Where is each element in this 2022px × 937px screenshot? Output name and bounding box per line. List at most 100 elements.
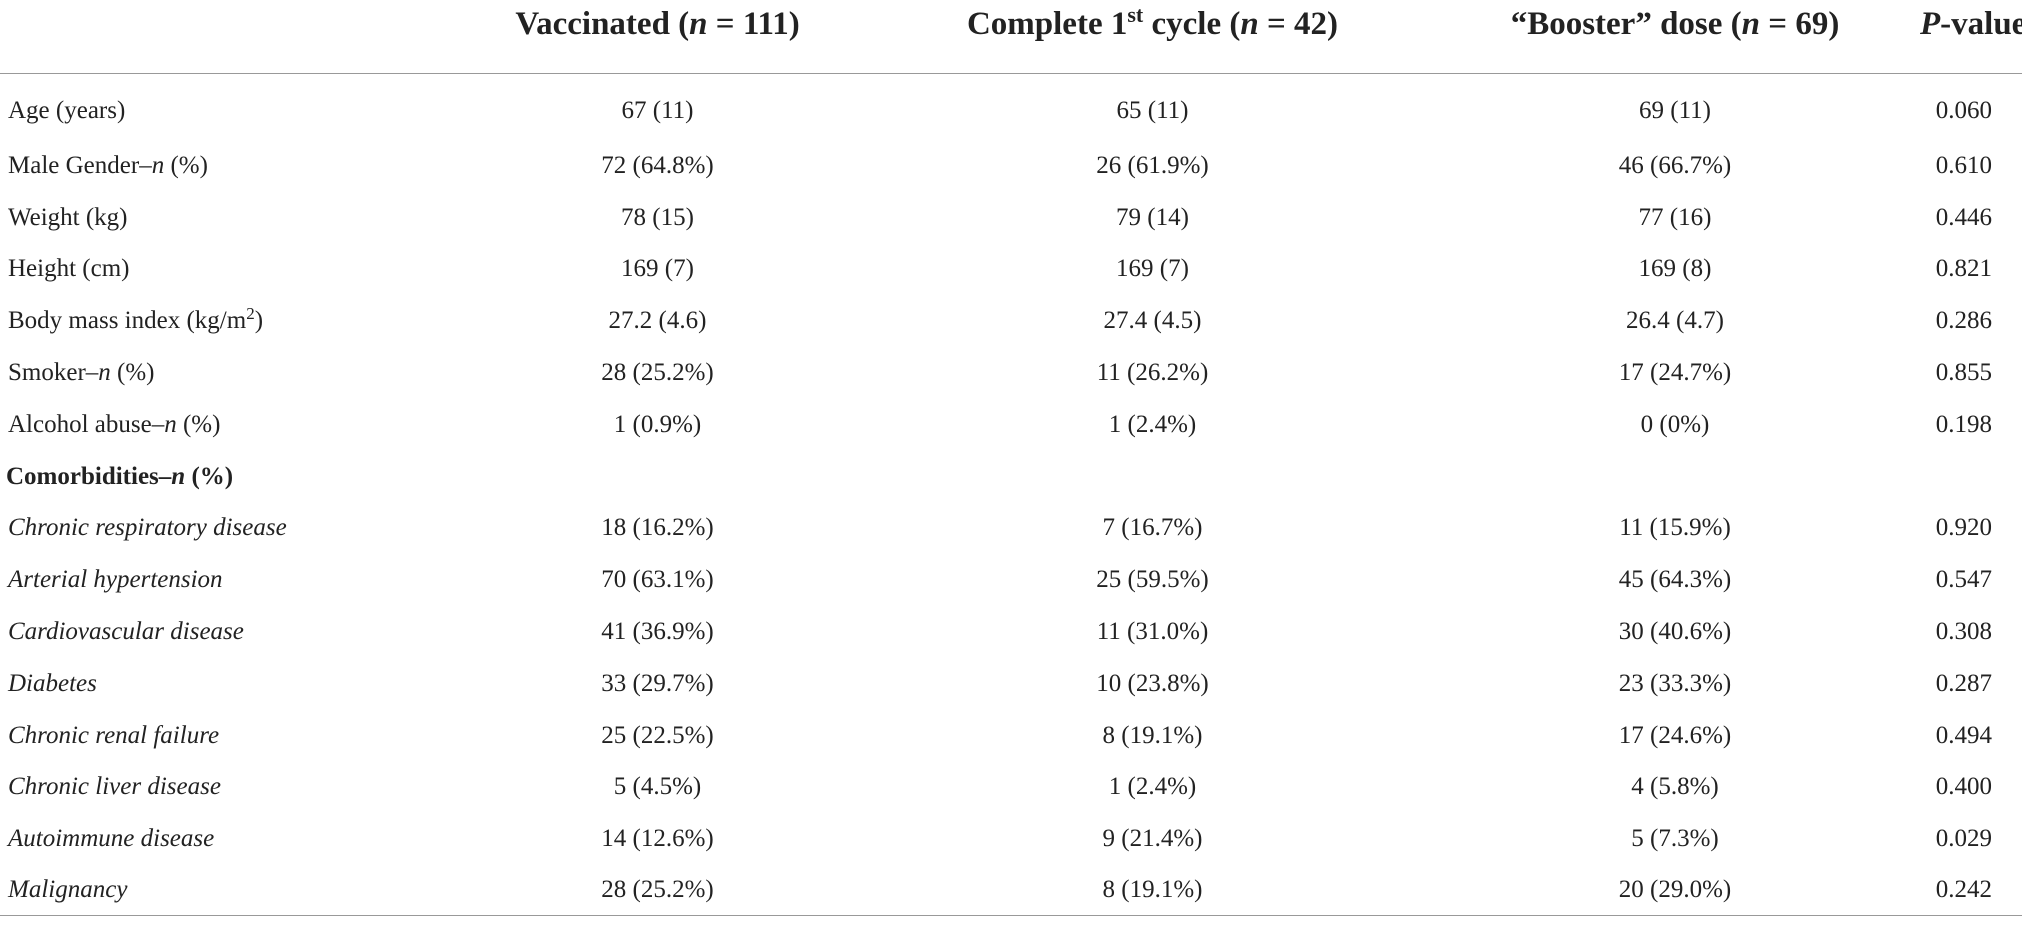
cell-vaccinated: 78 (15) xyxy=(621,203,694,231)
row-label: Smoker–n (%) xyxy=(8,359,155,387)
cell-booster: 26.4 (4.7) xyxy=(1626,307,1724,335)
cell-complete-cycle: 79 (14) xyxy=(1116,203,1189,231)
row-label: Height (cm) xyxy=(8,255,130,283)
table-row: Alcohol abuse–n (%) 1 (0.9%) 1 (2.4%) 0 (0%… xyxy=(0,399,2022,451)
cell-p-value: 0.242 xyxy=(1920,865,2022,917)
cell-booster: 17 (24.7%) xyxy=(1618,359,1732,387)
cell-booster: 69 (11) xyxy=(1639,97,1711,124)
row-label: Alcohol abuse–n (%) xyxy=(8,410,221,438)
row-label: Chronic respiratory disease xyxy=(8,514,287,542)
cell-complete-cycle xyxy=(875,451,1430,503)
table-row: Malignancy 28 (25.2%) 8 (19.1%) 20 (29.0%) 0… xyxy=(0,865,2022,917)
row-label: Diabetes xyxy=(8,669,97,697)
cell-vaccinated: 18 (16.2%) xyxy=(601,514,714,542)
cell-booster: 23 (33.3%) xyxy=(1618,669,1732,697)
table-row: Arterial hypertension 70 (63.1%) 25 (59.5%… xyxy=(0,554,2022,606)
row-label: Malignancy xyxy=(0,865,440,917)
cell-complete-cycle: 1 (2.4%) xyxy=(1108,410,1197,438)
cell-complete-cycle: 65 (11) xyxy=(1116,97,1189,124)
cell-complete-cycle: 8 (19.1%) xyxy=(875,865,1430,917)
cell-complete-cycle: 25 (59.5%) xyxy=(1096,566,1209,594)
cell-p-value: 0.494 xyxy=(1935,721,1992,749)
cell-p-value: 0.029 xyxy=(1935,825,1992,853)
cell-p-value: 0.287 xyxy=(1935,669,1992,697)
header-complete-cycle: Complete 1st cycle (n = 42) xyxy=(875,0,1430,74)
cell-vaccinated: 33 (29.7%) xyxy=(601,669,714,697)
cell-booster: 77 (16) xyxy=(1638,203,1712,231)
cell-booster: 20 (29.0%) xyxy=(1430,865,1920,917)
table-header: Vaccinated (n = 111) Complete 1st cycle … xyxy=(0,0,2022,74)
row-label: Male Gender–n (%) xyxy=(8,151,208,179)
cell-vaccinated: 14 (12.6%) xyxy=(601,825,714,853)
row-label: Chronic liver disease xyxy=(8,773,221,801)
cell-p-value: 0.547 xyxy=(1935,566,1992,594)
row-label: Chronic renal failure xyxy=(8,721,220,749)
cell-p-value xyxy=(1920,451,2022,503)
cell-booster: 30 (40.6%) xyxy=(1618,618,1732,646)
cell-p-value: 0.198 xyxy=(1935,410,1992,438)
row-label: Age (years) xyxy=(8,97,126,124)
table-row: Male Gender–n (%) 72 (64.8%) 26 (61.9%) 46 … xyxy=(0,140,2022,192)
cell-complete-cycle: 26 (61.9%) xyxy=(1096,151,1209,179)
cell-complete-cycle: 11 (31.0%) xyxy=(1096,618,1209,646)
cell-p-value: 0.286 xyxy=(1935,307,1992,335)
cell-vaccinated: 70 (63.1%) xyxy=(601,566,714,594)
table-row: Chronic respiratory disease 18 (16.2%) 7 (… xyxy=(0,503,2022,555)
table-body: Age (years) 67 (11) 65 (11) 69 (11) 0.060 Mal… xyxy=(0,74,2022,917)
cell-complete-cycle: 10 (23.8%) xyxy=(1096,669,1209,697)
header-booster: “Booster” dose (n = 69) xyxy=(1430,0,1920,74)
cell-complete-cycle: 27.4 (4.5) xyxy=(1103,307,1202,335)
cell-complete-cycle: 1 (2.4%) xyxy=(1108,773,1197,801)
cell-complete-cycle: 11 (26.2%) xyxy=(1096,359,1209,387)
cell-booster: 11 (15.9%) xyxy=(1619,514,1731,542)
row-label: Cardiovascular disease xyxy=(8,618,244,646)
cell-booster: 5 (7.3%) xyxy=(1631,825,1719,853)
cell-p-value: 0.308 xyxy=(1935,618,1992,646)
cell-complete-cycle: 7 (16.7%) xyxy=(1102,514,1203,542)
header-row: Vaccinated (n = 111) Complete 1st cycle … xyxy=(0,0,2022,74)
row-label: Autoimmune disease xyxy=(8,825,215,853)
cell-complete-cycle: 8 (19.1%) xyxy=(1102,721,1203,749)
cell-vaccinated: 25 (22.5%) xyxy=(601,721,714,749)
row-label: Comorbidities–n (%) xyxy=(6,462,234,490)
header-blank xyxy=(0,0,440,74)
cell-vaccinated: 169 (7) xyxy=(621,255,694,283)
cell-vaccinated: 27.2 (4.6) xyxy=(608,307,707,335)
row-label: Body mass index (kg/m2) xyxy=(8,304,264,335)
table-row: Chronic liver disease 5 (4.5%) 1 (2.4%) 4 (… xyxy=(0,762,2022,814)
table-row: Comorbidities–n (%) xyxy=(0,451,2022,503)
cell-p-value: 0.855 xyxy=(1935,359,1992,387)
cell-booster: 169 (8) xyxy=(1638,255,1712,283)
cell-p-value: 0.400 xyxy=(1935,773,1992,801)
cell-vaccinated: 41 (36.9%) xyxy=(601,618,714,646)
cell-p-value: 0.610 xyxy=(1935,151,1992,179)
cell-p-value: 0.821 xyxy=(1935,255,1992,283)
header-p-value: P-value xyxy=(1920,0,2022,74)
cell-p-value: 0.060 xyxy=(1935,97,1992,124)
table-row: Weight (kg) 78 (15) 79 (14) 77 (16) 0.446 xyxy=(0,192,2022,244)
table-row: Body mass index (kg/m2) 27.2 (4.6) 27.4 (4… xyxy=(0,295,2022,347)
header-vaccinated: Vaccinated (n = 111) xyxy=(440,0,875,74)
cell-vaccinated: 72 (64.8%) xyxy=(601,151,714,179)
cell-p-value: 0.446 xyxy=(1935,203,1992,231)
cell-booster: 4 (5.8%) xyxy=(1631,773,1719,801)
cell-booster: 46 (66.7%) xyxy=(1618,151,1732,179)
cell-complete-cycle: 9 (21.4%) xyxy=(1102,825,1203,853)
cell-vaccinated: 28 (25.2%) xyxy=(601,359,714,387)
row-label: Weight (kg) xyxy=(8,203,128,231)
cell-vaccinated: 1 (0.9%) xyxy=(613,410,702,438)
cell-booster: 0 (0%) xyxy=(1640,410,1710,438)
baseline-characteristics-table: Vaccinated (n = 111) Complete 1st cycle … xyxy=(0,0,2022,917)
table-row: Cardiovascular disease 41 (36.9%) 11 (31.0… xyxy=(0,606,2022,658)
table-row: Diabetes 33 (29.7%) 10 (23.8%) 23 (33.3%) 0.… xyxy=(0,658,2022,710)
cell-complete-cycle: 169 (7) xyxy=(1116,255,1189,283)
cell-booster: 45 (64.3%) xyxy=(1618,566,1732,594)
cell-p-value: 0.920 xyxy=(1935,514,1992,542)
row-label: Arterial hypertension xyxy=(8,566,223,594)
cell-vaccinated xyxy=(440,451,875,503)
table-row: Chronic renal failure 25 (22.5%) 8 (19.1%)… xyxy=(0,710,2022,762)
cell-vaccinated: 67 (11) xyxy=(621,97,694,124)
table-row: Height (cm) 169 (7) 169 (7) 169 (8) 0.821 xyxy=(0,244,2022,296)
cell-booster: 17 (24.6%) xyxy=(1618,721,1732,749)
